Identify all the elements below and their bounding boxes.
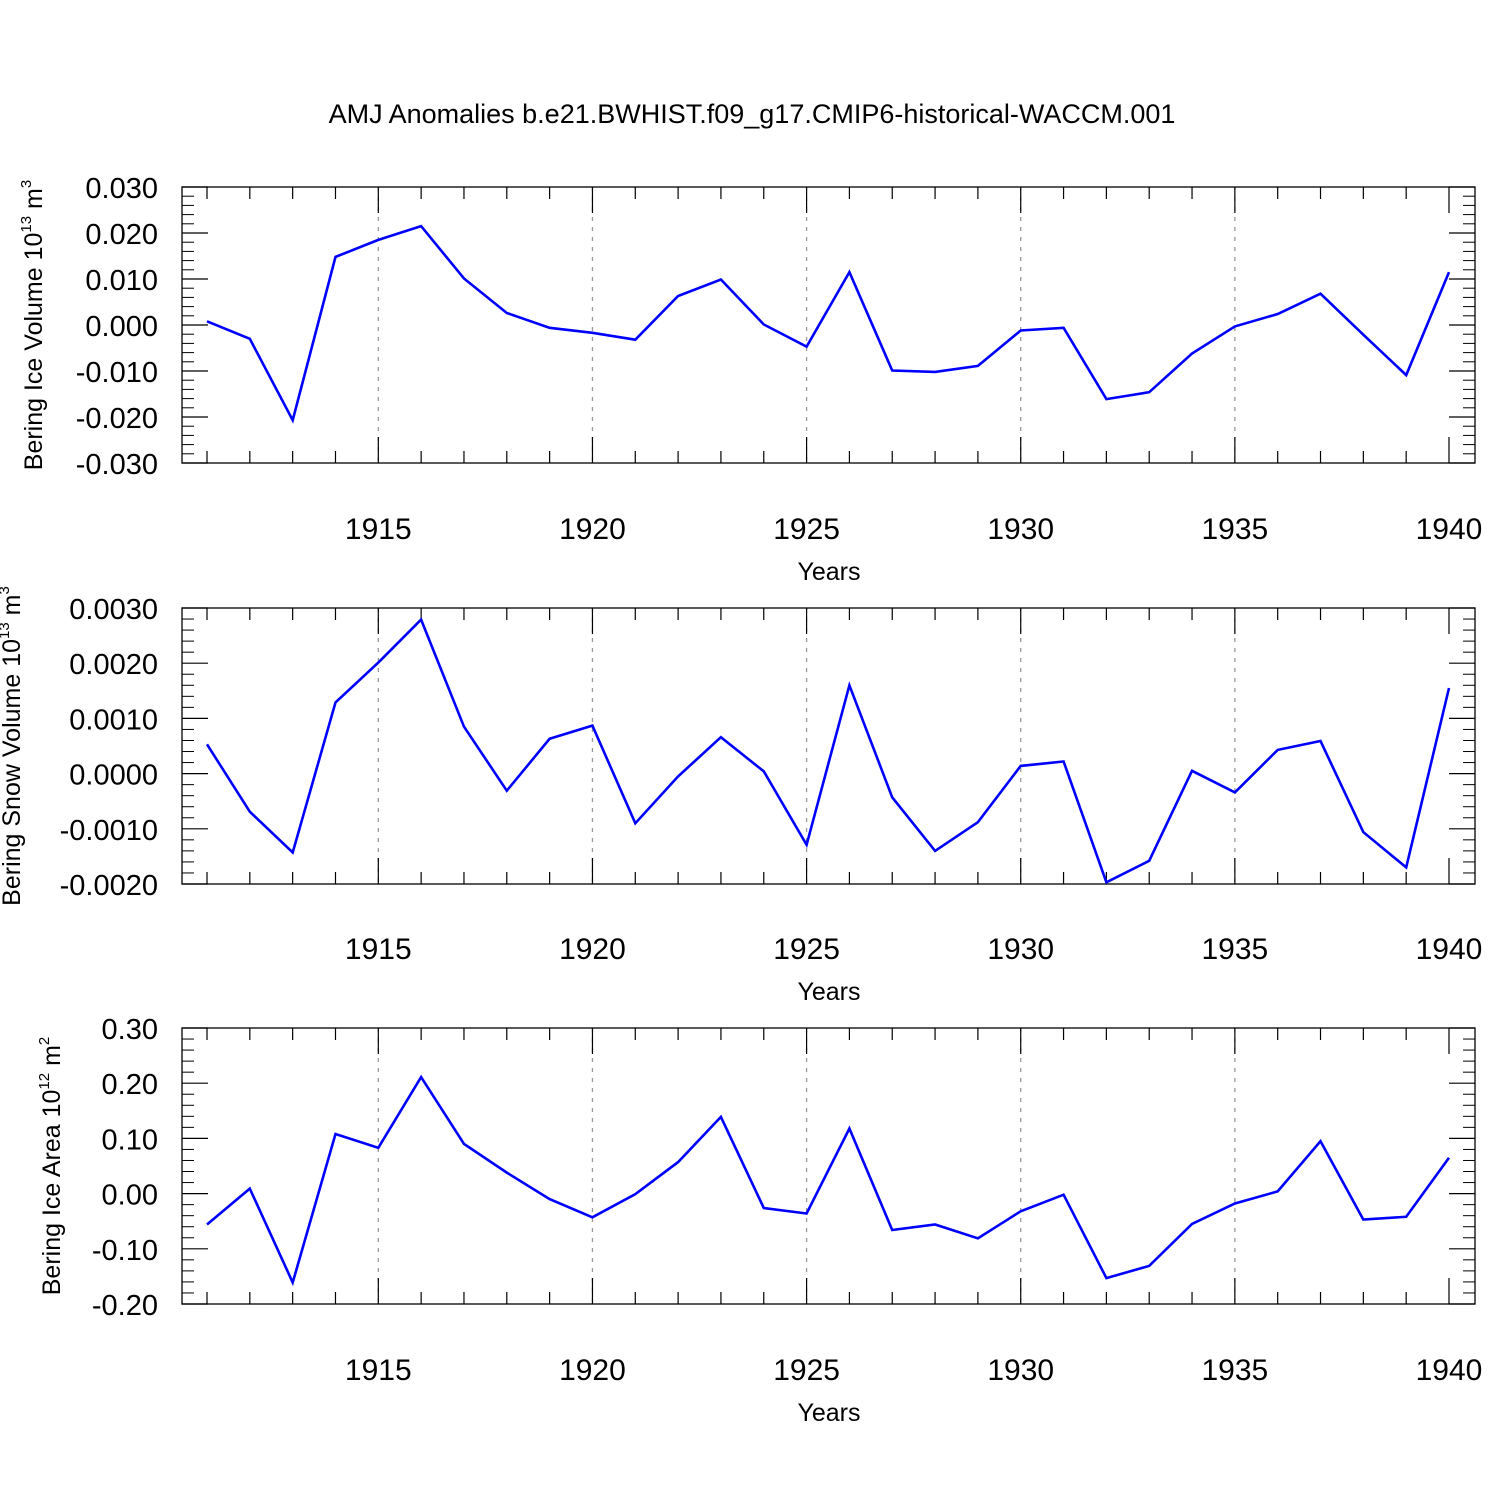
plot-frame bbox=[181, 607, 1476, 885]
x-axis-label: Years bbox=[797, 978, 860, 1006]
x-tick-label: 1940 bbox=[1416, 933, 1483, 966]
series-line bbox=[205, 617, 1451, 885]
y-axis-label: Bering Snow Volume 1013 m3 bbox=[0, 586, 26, 906]
y-axis-label-unit: m bbox=[0, 595, 26, 623]
y-axis-label-exponent: 13 bbox=[18, 216, 35, 233]
y-axis-label-unit-exponent: 2 bbox=[36, 1037, 53, 1045]
x-axis-label: Years bbox=[797, 558, 860, 586]
y-axis-label: Bering Ice Area 1012 m2 bbox=[36, 1037, 66, 1296]
x-tick-label: 1915 bbox=[345, 933, 412, 966]
plot-frame bbox=[181, 1027, 1476, 1305]
x-tick-label: 1925 bbox=[773, 1354, 840, 1387]
y-axis-label-text: Bering Ice Area 10 bbox=[38, 1090, 66, 1296]
y-tick-label: -0.020 bbox=[76, 403, 158, 435]
y-axis-label-unit: m bbox=[38, 1045, 66, 1073]
y-axis-label-unit: m bbox=[20, 188, 48, 216]
x-tick-label: 1930 bbox=[987, 1354, 1054, 1387]
y-tick-label: 0.30 bbox=[102, 1014, 158, 1046]
series-line bbox=[206, 1074, 1451, 1287]
y-axis-label-text: Bering Ice Volume 10 bbox=[20, 233, 48, 471]
series-line bbox=[206, 224, 1451, 424]
x-tick-label: 1940 bbox=[1416, 513, 1483, 546]
x-tick-label: 1920 bbox=[559, 1354, 626, 1387]
x-tick-label: 1925 bbox=[773, 513, 840, 546]
y-tick-label: 0.020 bbox=[85, 219, 158, 251]
y-axis-label-text: Bering Snow Volume 10 bbox=[0, 639, 26, 906]
x-tick-label: 1935 bbox=[1201, 933, 1268, 966]
x-tick-label: 1915 bbox=[345, 513, 412, 546]
y-tick-label: 0.0020 bbox=[69, 649, 158, 681]
y-tick-label: 0.0000 bbox=[69, 760, 158, 792]
x-tick-label: 1920 bbox=[559, 513, 626, 546]
y-tick-label: 0.0030 bbox=[69, 594, 158, 626]
y-axis-label-exponent: 13 bbox=[0, 622, 13, 639]
y-tick-label: -0.030 bbox=[76, 449, 158, 481]
y-tick-label: -0.0020 bbox=[60, 870, 158, 902]
y-tick-label: 0.000 bbox=[85, 311, 158, 343]
chart-panel-1: -0.030 -0.020 -0.010 0.000 0.010 0.020 0.030 19… bbox=[18, 173, 1482, 586]
y-axis-label-exponent: 12 bbox=[36, 1073, 53, 1090]
y-tick-label: 0.00 bbox=[102, 1180, 158, 1212]
figure-title: AMJ Anomalies b.e21.BWHIST.f09_g17.CMIP6… bbox=[329, 99, 1176, 129]
chart-panel-3: -0.20 -0.10 0.00 0.10 0.20 0.30 1915 1920 1925 19… bbox=[36, 1014, 1482, 1427]
y-axis-label-unit-exponent: 3 bbox=[0, 586, 13, 594]
y-tick-label: 0.0010 bbox=[69, 704, 158, 736]
y-axis-label: Bering Ice Volume 1013 m3 bbox=[18, 180, 48, 470]
y-axis-label-unit-exponent: 3 bbox=[18, 180, 35, 188]
y-tick-label: 0.10 bbox=[102, 1124, 158, 1156]
y-tick-label: 0.010 bbox=[85, 265, 158, 297]
x-tick-label: 1935 bbox=[1201, 513, 1268, 546]
y-tick-label: 0.030 bbox=[85, 173, 158, 205]
chart-panel-2: -0.0020 -0.0010 0.0000 0.0010 0.0020 0.0030 19… bbox=[0, 586, 1482, 1006]
y-tick-label: -0.0010 bbox=[60, 815, 158, 847]
x-tick-label: 1915 bbox=[345, 1354, 412, 1387]
x-tick-label: 1925 bbox=[773, 933, 840, 966]
x-axis-label: Years bbox=[797, 1399, 860, 1427]
y-tick-label: -0.010 bbox=[76, 357, 158, 389]
x-tick-label: 1920 bbox=[559, 933, 626, 966]
x-tick-label: 1930 bbox=[987, 513, 1054, 546]
y-tick-label: -0.20 bbox=[92, 1290, 158, 1322]
x-tick-label: 1935 bbox=[1201, 1354, 1268, 1387]
panels: -0.030 -0.020 -0.010 0.000 0.010 0.020 0.030 19… bbox=[0, 173, 1482, 1427]
x-tick-label: 1940 bbox=[1416, 1354, 1483, 1387]
y-tick-label: 0.20 bbox=[102, 1069, 158, 1101]
y-tick-label: -0.10 bbox=[92, 1235, 158, 1267]
x-tick-label: 1930 bbox=[987, 933, 1054, 966]
